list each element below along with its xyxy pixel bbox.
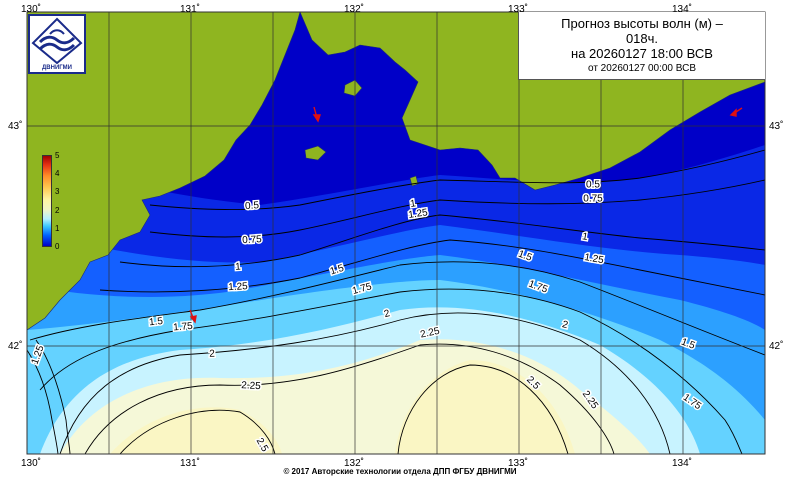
contour-label: 1.25 — [583, 252, 605, 266]
colorbar-label: 4 — [55, 169, 60, 178]
map-border — [26, 11, 766, 455]
sea-band-2-5 — [110, 360, 575, 454]
lat-tick-left: 43˚ — [8, 121, 23, 132]
contour-label: 1.25 — [408, 207, 429, 221]
logo-text: ДВНИГМИ — [42, 65, 72, 71]
colorbar-label: 2 — [55, 206, 60, 215]
contour-1 — [119, 214, 765, 268]
title-line-4: от 20260127 00:00 ВСВ — [587, 63, 696, 74]
title-line-2: 018ч. — [625, 31, 659, 46]
contour-2-25 — [84, 343, 615, 454]
lon-tick-bottom: 132˚ — [344, 458, 365, 469]
graticule — [27, 12, 765, 454]
contour-0-5 — [149, 149, 765, 210]
contour-2 — [59, 312, 671, 454]
contour-label: 1 — [581, 231, 589, 243]
copyright-text: © 2017 Авторские технологии отдела ДПП Ф… — [283, 467, 517, 476]
contour-shore-2 — [35, 339, 71, 454]
contour-1-25 — [99, 239, 765, 296]
contour-label: 2 — [561, 319, 570, 331]
wave-arrow-head — [729, 108, 737, 117]
colorbar-label: 5 — [55, 151, 60, 160]
lon-tick-bottom: 130˚ — [21, 458, 42, 469]
colorbar-label: 1 — [55, 224, 60, 233]
colorbar — [42, 155, 52, 247]
contour-label: 2.25 — [241, 380, 261, 392]
contour-lines — [27, 149, 765, 454]
lon-tick-bottom: 134˚ — [672, 458, 693, 469]
contour-label: 1.5 — [149, 316, 164, 328]
contour-label: 1 — [409, 198, 416, 210]
contour-label: 1.75 — [173, 321, 194, 334]
wave-arrow-head — [189, 315, 197, 324]
lat-tick-left: 42˚ — [8, 341, 23, 352]
lat-tick-right: 43˚ — [769, 121, 784, 132]
forecast-title-box: Прогноз высоты волн (м) – 018ч. на 20260… — [518, 12, 765, 80]
colorbar-label: 3 — [55, 187, 60, 196]
contour-1-5 — [29, 261, 765, 356]
lat-tick-right: 42˚ — [769, 341, 784, 352]
wave-arrows — [189, 106, 743, 324]
lon-tick-top: 134˚ — [672, 4, 693, 15]
land-islands — [304, 79, 419, 187]
contour-label: 0.5 — [586, 180, 600, 191]
lon-tick-top: 132˚ — [344, 4, 365, 15]
contour-2-5-left — [119, 409, 276, 454]
contour-label: 2 — [209, 349, 215, 360]
contour-shore-1 — [27, 349, 59, 454]
lon-tick-top: 131˚ — [180, 4, 201, 15]
contour-label: 0.75 — [242, 234, 262, 246]
dvnigmi-logo: ДВНИГМИ — [28, 14, 86, 74]
contour-1-75 — [39, 288, 743, 454]
contour-label: 0.75 — [583, 194, 603, 205]
lon-tick-top: 133˚ — [508, 4, 529, 15]
contour-label: 1 — [235, 261, 242, 272]
contour-2-5-right — [397, 364, 569, 454]
title-line-1: Прогноз высоты волн (м) – — [561, 16, 723, 31]
contour-0-75 — [149, 179, 765, 238]
contour-label: 2 — [383, 308, 392, 320]
lon-tick-top: 130˚ — [21, 4, 42, 15]
lon-tick-bottom: 133˚ — [508, 458, 529, 469]
title-line-3: на 20260127 18:00 ВСВ — [571, 46, 713, 61]
land-peninsula-west — [27, 12, 301, 331]
wave-emblem-icon — [31, 17, 83, 64]
contour-label: 0.5 — [245, 200, 260, 212]
contour-label: 1.25 — [228, 281, 248, 293]
lon-tick-bottom: 131˚ — [180, 458, 201, 469]
wave-arrow-head — [312, 114, 321, 123]
colorbar-label: 0 — [55, 242, 60, 251]
